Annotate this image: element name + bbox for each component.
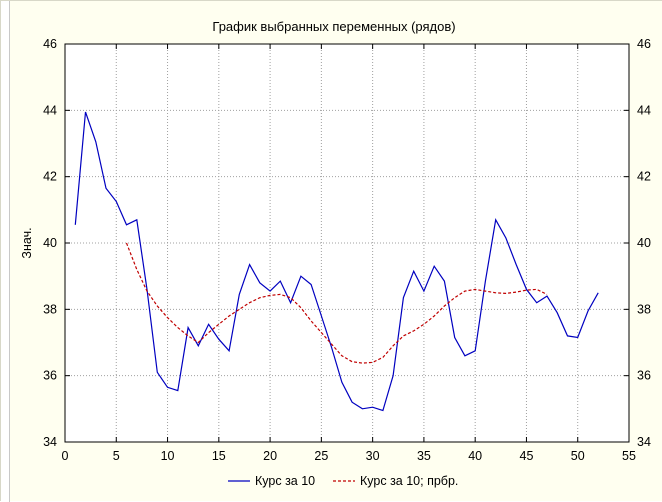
y-tick-label-right: 38	[637, 302, 651, 316]
left-panel-strip	[1, 1, 10, 502]
x-tick-label: 10	[161, 449, 175, 463]
series-layer	[74, 111, 599, 412]
y-tick-label-right: 40	[637, 236, 651, 250]
chart-title: График выбранных переменных (рядов)	[212, 19, 455, 34]
y-tick-label-right: 46	[637, 37, 651, 51]
y-tick-label-right: 44	[637, 103, 651, 117]
y-tick-label: 42	[43, 170, 57, 184]
x-tick-label: 40	[468, 449, 482, 463]
legend: Курс за 10 Курс за 10; прбр.	[228, 474, 458, 488]
x-tick-label: 20	[263, 449, 277, 463]
y-tick-label: 40	[43, 236, 57, 250]
x-tick-label: 5	[113, 449, 120, 463]
x-tick-label: 15	[212, 449, 226, 463]
x-tick-label: 30	[366, 449, 380, 463]
y-axis-title: Знач.	[20, 227, 34, 258]
legend-label-1: Курс за 10	[255, 474, 315, 488]
x-tick-label: 45	[520, 449, 534, 463]
y-tick-label-right: 36	[637, 369, 651, 383]
y-tick-label: 38	[43, 302, 57, 316]
series-line-1	[74, 111, 599, 412]
x-tick-label: 55	[622, 449, 636, 463]
y-tick-label: 46	[43, 37, 57, 51]
y-tick-label: 34	[43, 435, 57, 449]
y-tick-label-right: 34	[637, 435, 651, 449]
grid	[65, 44, 629, 442]
y-tick-label: 36	[43, 369, 57, 383]
x-tick-label: 25	[314, 449, 328, 463]
legend-label-2: Курс за 10; прбр.	[360, 474, 458, 488]
x-tick-label: 50	[571, 449, 585, 463]
y-tick-label-right: 42	[637, 170, 651, 184]
y-tick-label: 44	[43, 103, 57, 117]
x-tick-label: 0	[62, 449, 69, 463]
x-tick-label: 35	[417, 449, 431, 463]
